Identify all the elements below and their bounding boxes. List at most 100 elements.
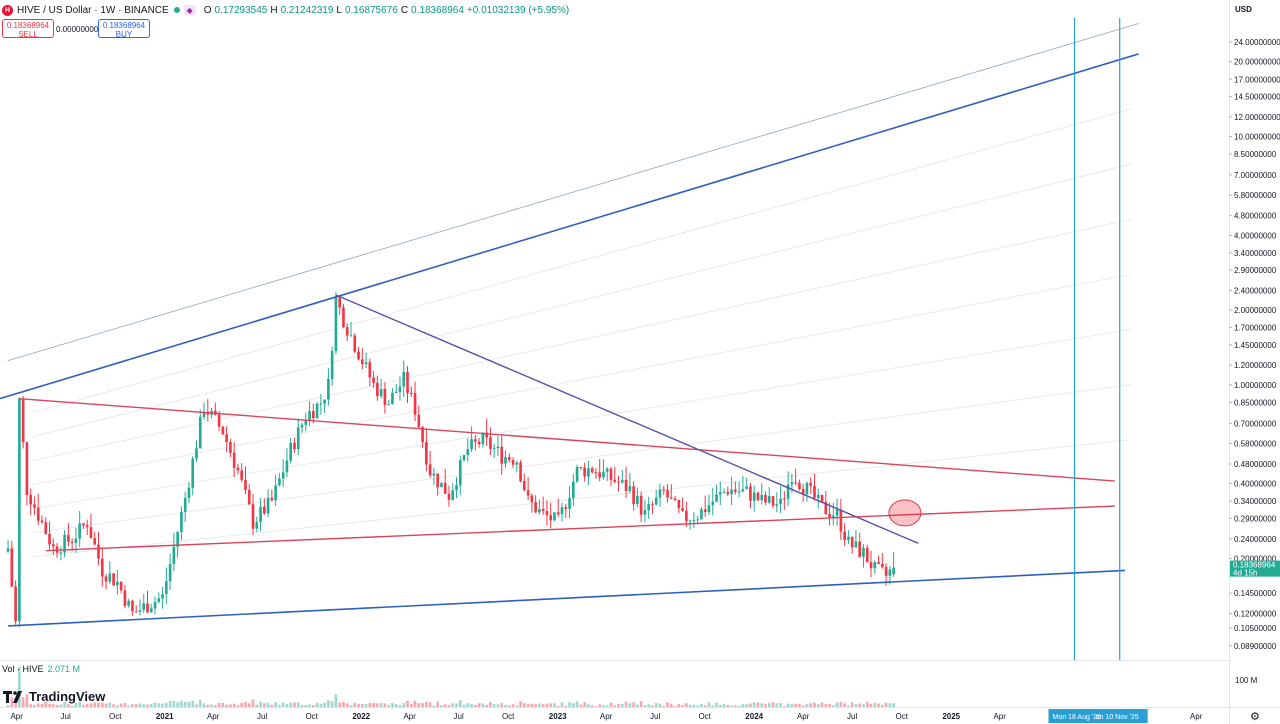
currency-selector[interactable]: USD xyxy=(1235,5,1252,14)
current-price-tag xyxy=(1230,560,1280,577)
candle xyxy=(379,378,383,399)
candle-body xyxy=(575,467,579,482)
volume-bar xyxy=(737,705,741,707)
buy-button[interactable]: 0.18368964 BUY xyxy=(98,19,150,39)
volume-bar xyxy=(775,703,779,707)
candle xyxy=(451,483,455,501)
candle-body xyxy=(425,442,428,465)
y-tick-label: 20.00000000 xyxy=(1234,58,1280,67)
candle xyxy=(112,572,115,587)
candle xyxy=(206,398,210,422)
volume-bar xyxy=(229,704,232,707)
candle xyxy=(353,333,357,354)
candle-body xyxy=(504,456,507,464)
candle xyxy=(338,295,342,316)
sell-button[interactable]: 0.18368964 SELL xyxy=(2,19,54,39)
candle-body xyxy=(63,534,66,553)
candle xyxy=(651,501,654,514)
candle-body xyxy=(123,590,127,606)
candle-body xyxy=(51,544,55,547)
volume-bar xyxy=(165,702,168,707)
candle-body xyxy=(813,485,816,498)
candle-body xyxy=(428,464,432,476)
candle xyxy=(892,551,895,577)
tradingview-logo[interactable]: TradingView xyxy=(3,689,105,704)
candle xyxy=(685,501,688,528)
volume-bar xyxy=(349,705,353,707)
candle-body xyxy=(311,411,315,419)
candle xyxy=(398,376,402,401)
volume-bar xyxy=(10,697,14,707)
candle xyxy=(466,438,470,462)
y-tick-label: 1.45000000 xyxy=(1234,341,1277,350)
x-tick-label: 2022 xyxy=(352,712,370,721)
volume-bar xyxy=(262,703,266,707)
symbol-title[interactable]: HIVE / US Dollar · 1W · BINANCE xyxy=(17,4,169,16)
candle xyxy=(700,507,703,520)
candle-body xyxy=(112,573,115,586)
blue-trendline xyxy=(8,569,1126,627)
candle-body xyxy=(67,534,70,542)
candle-body xyxy=(93,538,97,545)
candle-body xyxy=(270,497,274,501)
candle-body xyxy=(500,446,504,464)
candle-body xyxy=(376,382,379,397)
volume-legend[interactable]: Vol · HIVE 2.071 M xyxy=(2,664,80,674)
candle xyxy=(289,437,293,464)
volume-bar xyxy=(858,703,862,707)
y-tick-label: 4.00000000 xyxy=(1234,231,1277,240)
candle xyxy=(594,468,598,479)
candle xyxy=(511,457,515,468)
candle xyxy=(413,381,417,422)
y-tick-label: 1.20000000 xyxy=(1234,361,1277,370)
x-tick-label: 2024 xyxy=(745,712,763,721)
share-icon[interactable]: ◆ xyxy=(183,5,196,15)
candle xyxy=(296,418,300,455)
candle-body xyxy=(843,531,846,541)
candle-body xyxy=(100,558,104,577)
candle xyxy=(176,530,179,558)
volume-bar xyxy=(398,705,402,707)
candle xyxy=(481,432,485,448)
candle-body xyxy=(847,536,850,541)
volume-bar xyxy=(198,699,202,707)
candle xyxy=(146,590,149,614)
ohlc-close: C 0.18368964 xyxy=(400,4,464,16)
y-tick-label: 14.50000000 xyxy=(1234,92,1280,101)
candle xyxy=(259,497,262,531)
volume-bar xyxy=(767,703,771,707)
volume-bar xyxy=(447,704,451,707)
candle-body xyxy=(707,505,711,512)
candle xyxy=(620,469,624,484)
candle xyxy=(786,471,790,507)
channel-fan-line xyxy=(32,328,1132,510)
candle xyxy=(541,496,545,515)
candle xyxy=(590,466,594,474)
volume-bar xyxy=(455,703,458,707)
candle-body xyxy=(892,567,895,575)
volume-bar xyxy=(556,705,560,707)
volume-bar xyxy=(669,703,673,707)
volume-bar xyxy=(511,704,515,707)
candle-body xyxy=(790,482,794,485)
volume-bar xyxy=(726,704,730,707)
x-tick-label: Oct xyxy=(502,712,515,721)
candle xyxy=(545,500,549,526)
volume-bar xyxy=(888,703,892,707)
candle-body xyxy=(293,442,296,450)
highlight-ellipse xyxy=(888,499,922,527)
candle-body xyxy=(25,442,29,495)
candle-body xyxy=(711,501,715,506)
volume-bar xyxy=(560,702,564,707)
volume-bar xyxy=(48,703,51,707)
volume-bar xyxy=(500,703,504,707)
candle xyxy=(489,427,492,456)
candle-body xyxy=(296,427,300,450)
candle xyxy=(613,466,617,484)
candle xyxy=(703,495,707,517)
settings-gear-icon[interactable]: ⚙ xyxy=(1250,711,1260,723)
volume-bar xyxy=(458,700,462,707)
candle-body xyxy=(266,497,270,514)
candle-body xyxy=(786,484,790,499)
